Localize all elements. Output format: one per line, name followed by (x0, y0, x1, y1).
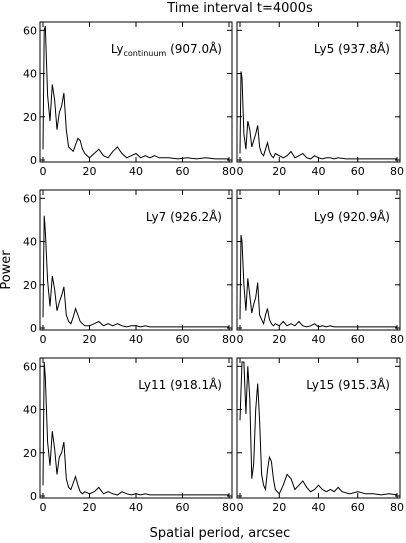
panel-label-main: Ly15 (306, 378, 334, 392)
x-tick-label: 0 (237, 333, 244, 346)
panel-label: Ly9 (920.9Å) (314, 209, 390, 224)
power-spectrum-line (42, 361, 229, 496)
x-tick-label: 20 (272, 333, 286, 346)
panel-label-wavelength: (920.9Å) (334, 209, 390, 224)
x-tick-label: 0 (237, 165, 244, 178)
x-tick-label: 20 (83, 333, 97, 346)
y-tick-label: 20 (23, 447, 37, 460)
x-tick-label: 0 (40, 501, 47, 514)
x-tick-label: 80 (390, 165, 404, 178)
y-tick-label: 40 (23, 68, 37, 81)
panel-label-subscript: continuum (124, 49, 167, 58)
x-tick-label: 60 (351, 501, 365, 514)
x-tick-label: 40 (312, 165, 326, 178)
x-tick-label: 40 (129, 333, 143, 346)
x-tick-label: 60 (176, 501, 190, 514)
x-tick-label: 40 (312, 333, 326, 346)
power-spectrum-line (239, 71, 397, 160)
y-tick-label: 20 (23, 279, 37, 292)
y-axis-label: Power (0, 250, 14, 290)
panel-1: 0 20 40 60 80 0 20 40 60 Lycontinuum (907.0Å) (23, 21, 236, 178)
power-spectrum-line (239, 361, 398, 496)
panel-3: 0 20 40 60 80 0 20 40 60 Ly7 (926.2Å) (23, 189, 236, 346)
panel-label: Ly5 (937.8Å) (314, 41, 390, 56)
power-spectrum-line (42, 215, 229, 328)
x-tick-label: 60 (176, 333, 190, 346)
x-tick-label: 20 (83, 165, 97, 178)
panel-label: Ly15 (915.3Å) (306, 377, 390, 392)
x-tick-label: 40 (129, 501, 143, 514)
x-tick-label: 80 (390, 501, 404, 514)
panel-6: 0 20 40 60 80 Ly15 (915.3Å) (236, 357, 404, 514)
y-tick-label: 40 (23, 236, 37, 249)
x-tick-label: 20 (272, 501, 286, 514)
panel-label-wavelength: (918.1Å) (166, 377, 222, 392)
x-tick-label: 0 (40, 165, 47, 178)
power-spectrum-line (42, 25, 229, 160)
panel-label-main: Ly5 (314, 42, 334, 56)
panel-label-wavelength: (907.0Å) (166, 41, 222, 56)
x-tick-label: 0 (237, 501, 244, 514)
x-tick-label: 20 (83, 501, 97, 514)
panel-label: Lycontinuum (907.0Å) (111, 41, 222, 58)
panel-label-main: Ly7 (146, 210, 166, 224)
panel-label-main: Ly9 (314, 210, 334, 224)
panel-label-wavelength: (926.2Å) (166, 209, 222, 224)
x-tick-label: 80 (222, 165, 236, 178)
y-tick-label: 20 (23, 111, 37, 124)
x-tick-label: 80 (390, 333, 404, 346)
x-tick-label: 20 (272, 165, 286, 178)
x-tick-label: 80 (222, 501, 236, 514)
panel-2: 0 20 40 60 80 Ly5 (937.8Å) (236, 21, 404, 178)
y-tick-label: 60 (23, 192, 37, 205)
x-tick-label: 80 (222, 333, 236, 346)
x-axis-label: Spatial period, arcsec (150, 526, 291, 541)
panel-label: Ly7 (926.2Å) (146, 209, 222, 224)
x-tick-label: 60 (176, 165, 190, 178)
y-tick-label: 60 (23, 360, 37, 373)
y-tick-label: 0 (30, 154, 37, 167)
x-tick-label: 60 (351, 333, 365, 346)
y-tick-label: 40 (23, 404, 37, 417)
figure-title: Time interval t=4000s (166, 1, 313, 16)
panel-5: 0 20 40 60 80 0 20 40 60 Ly11 (918.1Å) (23, 357, 236, 514)
x-tick-label: 0 (40, 333, 47, 346)
y-tick-label: 60 (23, 24, 37, 37)
y-tick-label: 0 (30, 322, 37, 335)
power-spectrum-line (239, 235, 397, 328)
panel-label-main: Ly11 (138, 378, 166, 392)
panel-label-wavelength: (915.3Å) (334, 377, 390, 392)
x-tick-label: 60 (351, 165, 365, 178)
panel-label: Ly11 (918.1Å) (138, 377, 222, 392)
y-tick-label: 0 (30, 490, 37, 503)
panel-4: 0 20 40 60 80 Ly9 (920.9Å) (236, 189, 404, 346)
x-tick-label: 40 (312, 501, 326, 514)
panel-label-main: Ly (111, 42, 124, 56)
x-tick-label: 40 (129, 165, 143, 178)
panel-label-wavelength: (937.8Å) (334, 41, 390, 56)
